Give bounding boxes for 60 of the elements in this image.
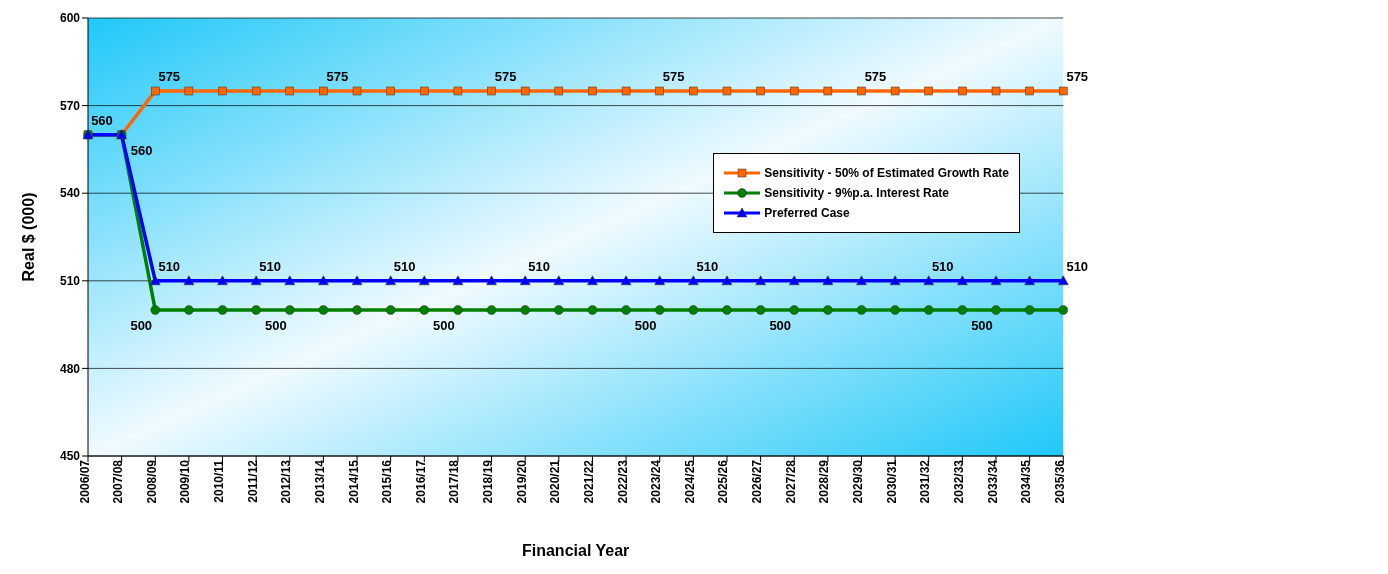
x-tick-label: 2034/35: [1019, 459, 1034, 504]
x-tick-label: 2008/09: [144, 459, 159, 504]
data-label: 560: [91, 112, 113, 128]
x-tick-label: 2012/13: [279, 459, 294, 504]
x-tick-label: 2027/28: [783, 459, 798, 504]
legend-label: Sensitivity - 9%p.a. Interest Rate: [764, 186, 949, 200]
y-tick-label: 600: [59, 11, 81, 26]
x-tick-label: 2033/34: [985, 459, 1000, 504]
data-label: 500: [769, 318, 792, 333]
x-axis-title: Financial Year: [521, 542, 630, 559]
data-label: 575: [494, 69, 517, 84]
data-label: 560: [130, 142, 153, 158]
y-tick-label: 540: [59, 186, 81, 201]
x-tick-label: 2031/32: [918, 459, 933, 504]
legend-label: Preferred Case: [764, 206, 850, 220]
y-tick-label: 570: [59, 98, 81, 113]
x-tick-label: 2028/29: [817, 459, 832, 504]
y-tick-label: 480: [59, 361, 81, 376]
x-tick-label: 2010/11: [212, 459, 227, 503]
x-tick-label: 2020/21: [548, 459, 563, 504]
data-label: 575: [864, 69, 887, 84]
x-tick-label: 2032/33: [951, 459, 966, 504]
x-tick-label: 2015/16: [380, 459, 395, 504]
data-label: 510: [931, 258, 954, 274]
legend-label: Sensitivity - 50% of Estimated Growth Rate: [764, 166, 1009, 180]
data-label: 510: [393, 258, 416, 274]
y-axis-title: Real $ (000): [19, 192, 37, 282]
data-label: 500: [130, 318, 153, 333]
y-tick-label: 510: [59, 274, 81, 289]
x-tick-label: 2023/24: [649, 459, 664, 504]
x-tick-label: 2016/17: [413, 459, 428, 504]
x-tick-label: 2019/20: [514, 459, 529, 504]
x-tick-label: 2013/14: [312, 459, 327, 504]
x-tick-label: 2029/30: [851, 459, 866, 504]
x-tick-label: 2009/10: [178, 459, 193, 504]
data-label: 510: [1066, 258, 1089, 274]
data-label: 510: [259, 258, 281, 274]
x-tick-label: 2017/18: [447, 459, 462, 504]
data-label: 510: [528, 258, 551, 274]
data-label: 500: [634, 318, 657, 333]
x-tick-label: 2007/08: [111, 459, 126, 504]
x-tick-label: 2021/22: [581, 459, 596, 504]
x-tick-label: 2024/25: [682, 459, 697, 504]
x-tick-label: 2022/23: [615, 459, 630, 504]
x-tick-label: 2014/15: [346, 459, 361, 504]
data-label: 500: [433, 318, 455, 333]
x-tick-label: 2026/27: [750, 459, 765, 504]
data-label: 500: [971, 318, 993, 333]
data-label: 510: [696, 258, 719, 274]
x-tick-label: 2011/12: [245, 459, 260, 503]
x-tick-label: 2018/19: [481, 459, 496, 504]
data-label: 510: [158, 258, 181, 274]
x-tick-label: 2035/36: [1052, 459, 1067, 504]
x-tick-label: 2025/26: [716, 459, 731, 504]
data-label: 575: [158, 69, 181, 84]
data-label: 575: [1066, 69, 1089, 84]
x-tick-label: 2030/31: [884, 459, 899, 504]
data-label: 575: [662, 69, 685, 84]
data-label: 575: [326, 69, 349, 84]
data-label: 500: [264, 318, 287, 333]
